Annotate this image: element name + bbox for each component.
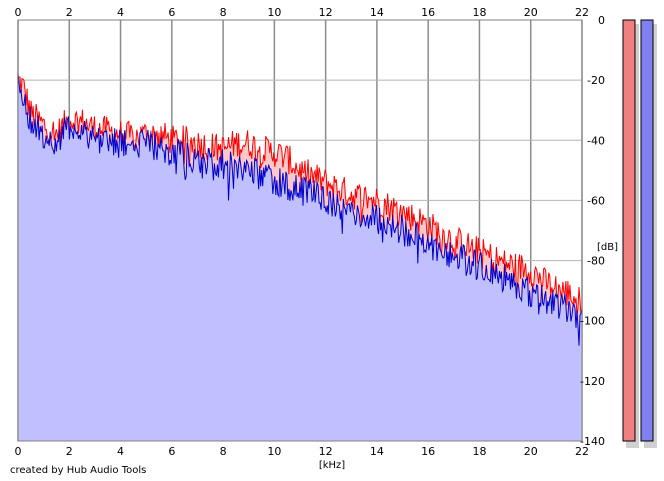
x-unit-label: [kHz]: [319, 460, 345, 471]
x-tick-label-bottom: 12: [319, 445, 333, 458]
y-tick-labels: 0 -20 -40 -60 -80 -100 -120 -140: [580, 14, 605, 448]
x-tick-label-bottom: 22: [575, 445, 589, 458]
y-tick-label: -40: [587, 134, 605, 147]
series-2-area: [18, 73, 582, 442]
y-unit-label: [dB]: [597, 242, 618, 253]
x-tick-label-top: 20: [524, 6, 538, 19]
plot-frame: [17, 19, 583, 442]
y-tick-label: 0: [598, 14, 605, 27]
y-tick-label: -80: [587, 255, 605, 268]
x-tick-label-top: 10: [267, 6, 281, 19]
x-tick-label-top: 2: [66, 6, 73, 19]
y-tick-label: -60: [587, 194, 605, 207]
x-tick-label-top: 8: [220, 6, 227, 19]
right-channel-meter: [640, 19, 654, 442]
x-tick-label-bottom: 6: [168, 445, 175, 458]
y-tick-label: -100: [580, 315, 605, 328]
y-tick-label: -20: [587, 74, 605, 87]
x-tick-label-top: 14: [370, 6, 384, 19]
x-tick-label-top: 22: [575, 6, 589, 19]
series-1-line: [17, 75, 582, 317]
x-tick-label-top: 18: [472, 6, 486, 19]
x-tick-label-bottom: 4: [117, 445, 124, 458]
x-tick-label-top: 6: [168, 6, 175, 19]
x-tick-label-top: 0: [15, 6, 22, 19]
x-tick-label-bottom: 2: [66, 445, 73, 458]
series-layer: [17, 73, 583, 442]
x-tick-label-bottom: 0: [15, 445, 22, 458]
x-tick-label-bottom: 10: [267, 445, 281, 458]
x-tick-label-top: 4: [117, 6, 124, 19]
left-channel-meter: [622, 19, 636, 442]
series-2-line: [17, 73, 583, 346]
x-tick-label-bottom: 20: [524, 445, 538, 458]
x-tick-label-bottom: 14: [370, 445, 384, 458]
x-tick-label-bottom: 16: [421, 445, 435, 458]
x-tick-label-top: 12: [319, 6, 333, 19]
y-tick-label: -140: [580, 435, 605, 448]
x-tick-label-bottom: 18: [472, 445, 486, 458]
x-tick-label-top: 16: [421, 6, 435, 19]
footer-credit: created by Hub Audio Tools: [10, 465, 146, 476]
x-tick-label-bottom: 8: [220, 445, 227, 458]
y-tick-label: -120: [580, 375, 605, 388]
